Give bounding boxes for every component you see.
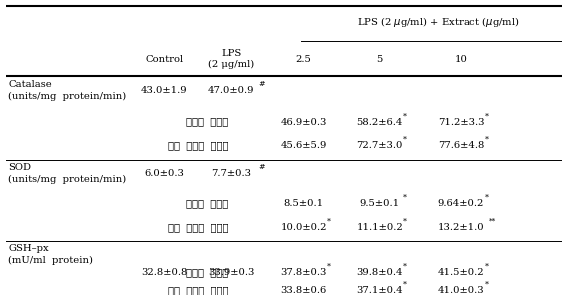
Text: 33.8±0.6: 33.8±0.6 xyxy=(281,286,327,295)
Text: 58.2±6.4: 58.2±6.4 xyxy=(357,118,403,127)
Text: Control: Control xyxy=(145,55,183,64)
Text: 5: 5 xyxy=(377,55,383,64)
Text: *: * xyxy=(403,263,407,271)
Text: *: * xyxy=(485,112,488,120)
Text: *: * xyxy=(403,281,407,289)
Text: Catalase
(units/mg  protein/min): Catalase (units/mg protein/min) xyxy=(9,81,127,101)
Text: *: * xyxy=(485,136,488,144)
Text: 46.9±0.3: 46.9±0.3 xyxy=(280,118,327,127)
Text: 지령이  추출물: 지령이 추출물 xyxy=(186,268,228,277)
Text: *: * xyxy=(327,218,331,226)
Text: 72.7±3.0: 72.7±3.0 xyxy=(357,141,403,150)
Text: 11.1±0.2: 11.1±0.2 xyxy=(356,223,403,232)
Text: 2.5: 2.5 xyxy=(295,55,311,64)
Text: 지령이  추출물: 지령이 추출물 xyxy=(186,118,228,127)
Text: 지령이  추출물: 지령이 추출물 xyxy=(186,199,228,208)
Text: **: ** xyxy=(489,218,496,226)
Text: *: * xyxy=(485,281,488,289)
Text: 33.9±0.3: 33.9±0.3 xyxy=(208,268,254,277)
Text: 37.8±0.3: 37.8±0.3 xyxy=(280,268,327,277)
Text: #: # xyxy=(258,80,265,88)
Text: 8.5±0.1: 8.5±0.1 xyxy=(283,199,324,208)
Text: SOD
(units/mg  protein/min): SOD (units/mg protein/min) xyxy=(9,163,127,184)
Text: 39.8±0.4: 39.8±0.4 xyxy=(357,268,403,277)
Text: *: * xyxy=(403,194,407,202)
Text: 9.64±0.2: 9.64±0.2 xyxy=(438,199,484,208)
Text: *: * xyxy=(485,263,488,271)
Text: *: * xyxy=(485,194,488,202)
Text: *: * xyxy=(403,136,407,144)
Text: 47.0±0.9: 47.0±0.9 xyxy=(208,86,254,95)
Text: LPS (2 $\mu$g/ml) + Extract ($\mu$g/ml): LPS (2 $\mu$g/ml) + Extract ($\mu$g/ml) xyxy=(357,15,520,29)
Text: 43.0±1.9: 43.0±1.9 xyxy=(141,86,187,95)
Text: *: * xyxy=(327,263,331,271)
Text: *: * xyxy=(403,112,407,120)
Text: 일반  청거시  추출물: 일반 청거시 추출물 xyxy=(168,286,228,295)
Text: 10.0±0.2: 10.0±0.2 xyxy=(280,223,327,232)
Text: LPS
(2 μg/ml): LPS (2 μg/ml) xyxy=(208,49,254,69)
Text: #: # xyxy=(258,163,265,171)
Text: 41.5±0.2: 41.5±0.2 xyxy=(438,268,485,277)
Text: 일반  청거시  추출물: 일반 청거시 추출물 xyxy=(168,223,228,232)
Text: 45.6±5.9: 45.6±5.9 xyxy=(280,141,327,150)
Text: 32.8±0.8: 32.8±0.8 xyxy=(141,268,187,277)
Text: 6.0±0.3: 6.0±0.3 xyxy=(144,169,184,178)
Text: 10: 10 xyxy=(454,55,467,64)
Text: 9.5±0.1: 9.5±0.1 xyxy=(360,199,400,208)
Text: 일반  청거시  추출물: 일반 청거시 추출물 xyxy=(168,141,228,150)
Text: 37.1±0.4: 37.1±0.4 xyxy=(357,286,403,295)
Text: 41.0±0.3: 41.0±0.3 xyxy=(438,286,485,295)
Text: 13.2±1.0: 13.2±1.0 xyxy=(438,223,485,232)
Text: 7.7±0.3: 7.7±0.3 xyxy=(211,169,251,178)
Text: 77.6±4.8: 77.6±4.8 xyxy=(438,141,484,150)
Text: GSH–px
(mU/ml  protein): GSH–px (mU/ml protein) xyxy=(9,244,94,265)
Text: 71.2±3.3: 71.2±3.3 xyxy=(438,118,485,127)
Text: *: * xyxy=(403,218,407,226)
